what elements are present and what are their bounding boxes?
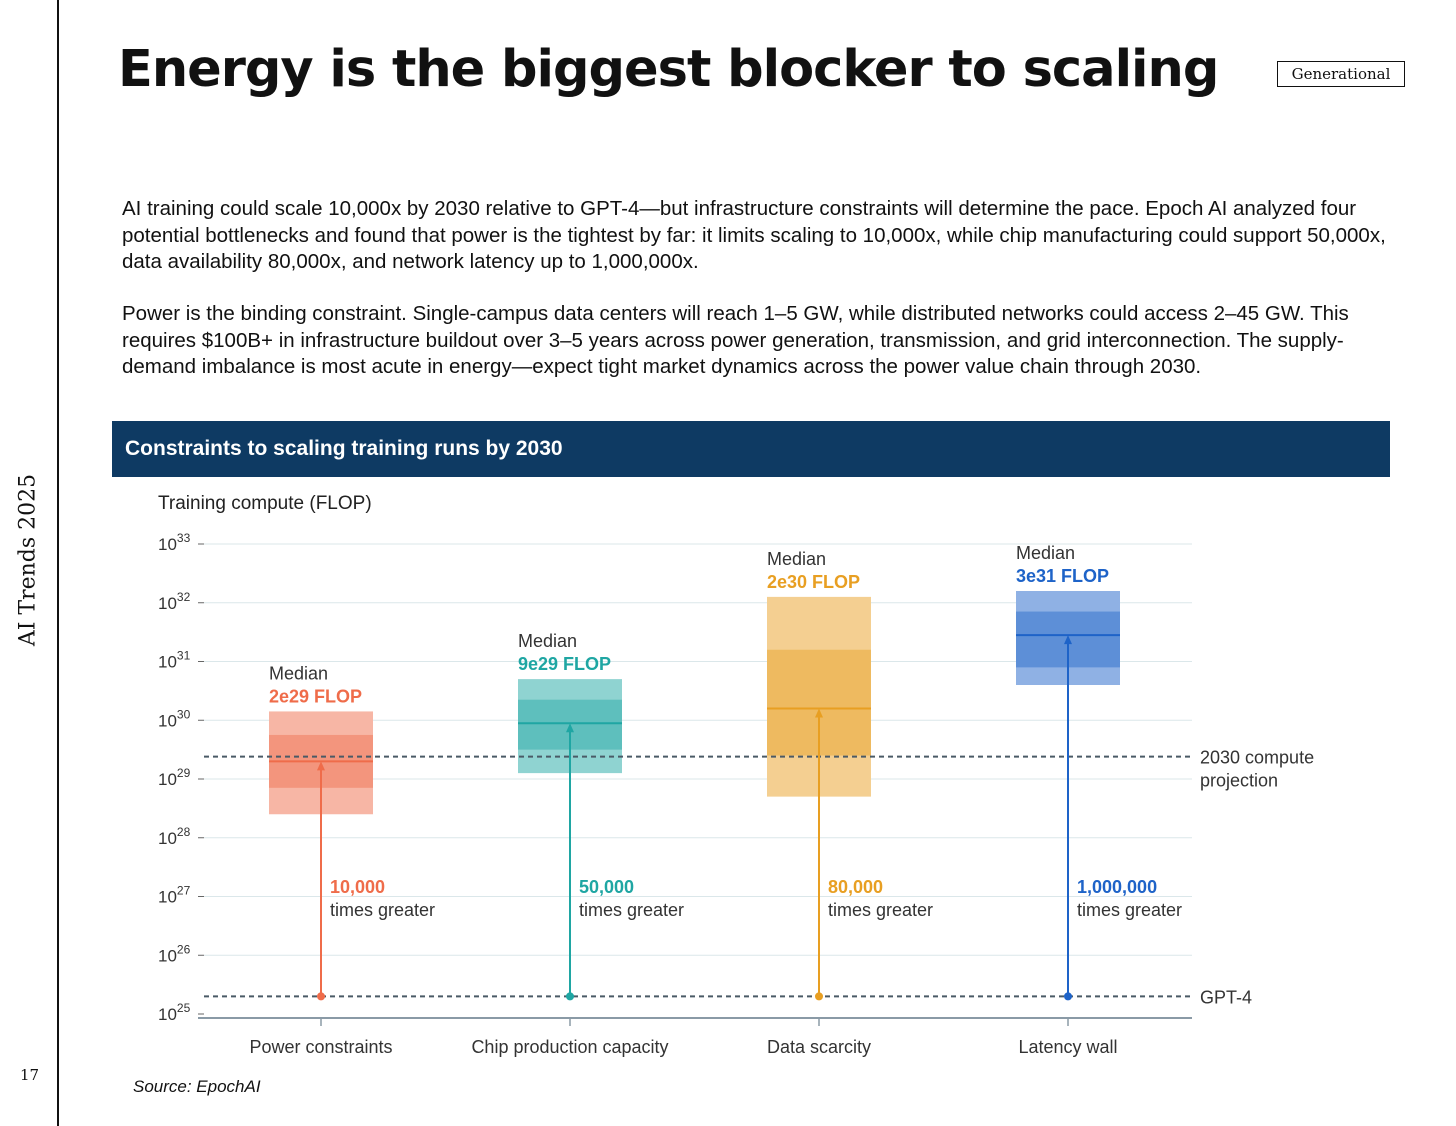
y-tick-label: 1031 bbox=[158, 649, 191, 672]
median-heading: Median bbox=[269, 663, 328, 683]
arrows bbox=[317, 635, 1072, 1001]
median-value-label: 3e31 FLOP bbox=[1016, 566, 1109, 586]
source-note: Source: EpochAI bbox=[133, 1077, 261, 1096]
arrow-head bbox=[1064, 635, 1072, 645]
power-paragraph: Power is the binding constraint. Single-… bbox=[122, 302, 1349, 378]
x-tick-label: Power constraints bbox=[249, 1037, 392, 1057]
multiplier-value: 50,000 bbox=[579, 877, 634, 897]
gpt4-point bbox=[1064, 992, 1072, 1001]
multiplier-text: times greater bbox=[330, 900, 435, 920]
intro-paragraph: AI training could scale 10,000x by 2030 … bbox=[122, 197, 1386, 273]
y-tick-label: 1025 bbox=[158, 1001, 191, 1024]
median-value-label: 9e29 FLOP bbox=[518, 654, 611, 674]
reference-line-label: GPT-4 bbox=[1200, 987, 1252, 1007]
gpt4-point bbox=[815, 992, 823, 1001]
median-heading: Median bbox=[518, 631, 577, 651]
x-tick-label: Chip production capacity bbox=[471, 1037, 668, 1057]
y-tick-label: 1033 bbox=[158, 531, 191, 554]
boxes bbox=[269, 591, 1120, 815]
multiplier-text: times greater bbox=[579, 900, 684, 920]
median-heading: Median bbox=[767, 549, 826, 569]
left-rail-line bbox=[57, 0, 59, 1126]
x-tick-label: Latency wall bbox=[1018, 1037, 1117, 1057]
page-number: 17 bbox=[20, 1066, 40, 1084]
arrow-head bbox=[566, 723, 574, 733]
y-tick-label: 1030 bbox=[158, 707, 191, 730]
y-tick-label: 1027 bbox=[158, 884, 191, 907]
gpt4-point bbox=[566, 992, 574, 1001]
page-title: Energy is the biggest blocker to scaling bbox=[118, 40, 1219, 99]
multiplier-value: 10,000 bbox=[330, 877, 385, 897]
multiplier-text: times greater bbox=[1077, 900, 1182, 920]
multiplier-value: 80,000 bbox=[828, 877, 883, 897]
multiplier-text: times greater bbox=[828, 900, 933, 920]
median-value-label: 2e29 FLOP bbox=[269, 686, 362, 706]
reference-lines bbox=[204, 755, 1192, 998]
x-tick-label: Data scarcity bbox=[767, 1037, 871, 1057]
chart-labels: Training compute (FLOP) 1025 1026 1027 1028 1… bbox=[158, 493, 1314, 1057]
y-tick-label: 1028 bbox=[158, 825, 191, 848]
chart-banner: Constraints to scaling training runs by … bbox=[112, 421, 1390, 477]
reference-line-label: projection bbox=[1200, 771, 1278, 791]
median-heading: Median bbox=[1016, 543, 1075, 563]
arrow-head bbox=[815, 708, 823, 718]
brand-badge: Generational bbox=[1277, 61, 1405, 87]
y-tick-label: 1029 bbox=[158, 766, 191, 789]
y-tick-label: 1032 bbox=[158, 590, 191, 613]
multiplier-value: 1,000,000 bbox=[1077, 877, 1157, 897]
y-tick-label: 1026 bbox=[158, 942, 191, 965]
arrow-head bbox=[317, 761, 325, 771]
reference-line-label: 2030 compute bbox=[1200, 748, 1314, 768]
gpt4-point bbox=[317, 992, 325, 1001]
y-axis-title: Training compute (FLOP) bbox=[158, 493, 372, 514]
median-value-label: 2e30 FLOP bbox=[767, 572, 860, 592]
